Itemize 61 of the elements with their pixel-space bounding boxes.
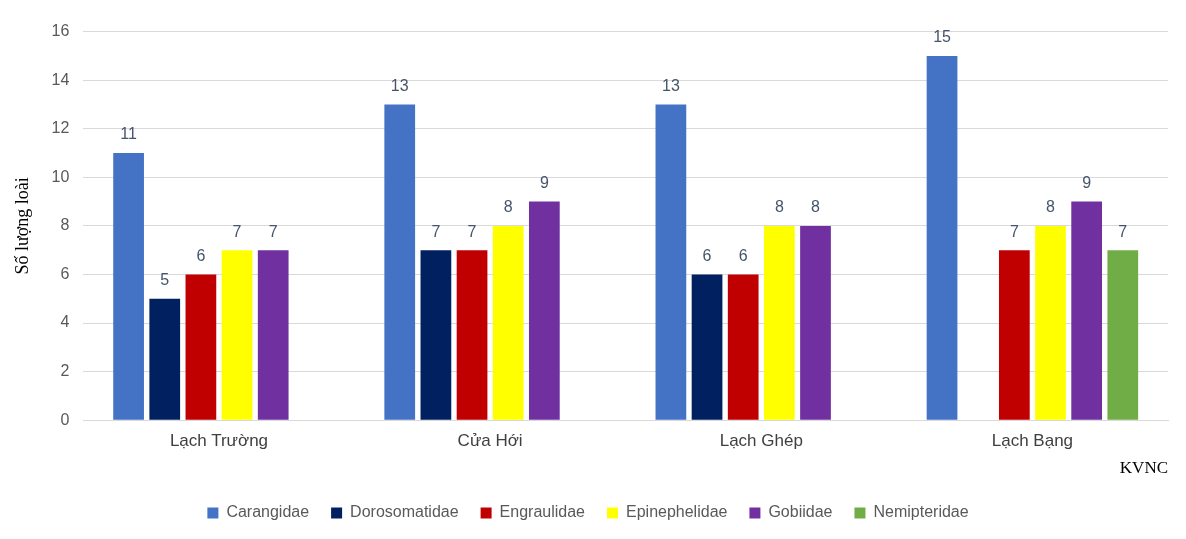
y-tick-label: 16 xyxy=(51,22,70,40)
data-label: 7 xyxy=(1118,222,1128,240)
bar xyxy=(998,250,1030,420)
x-axis-title: KVNC xyxy=(1119,458,1168,478)
x-tick-label: Lạch Ghép xyxy=(719,431,803,451)
data-label: 7 xyxy=(1009,222,1019,240)
data-label: 9 xyxy=(1082,174,1092,192)
data-label: 13 xyxy=(390,76,409,94)
bar xyxy=(257,250,289,420)
y-tick-label: 8 xyxy=(60,216,70,234)
y-tick-label: 10 xyxy=(51,167,70,185)
y-tick-label: 0 xyxy=(60,410,70,428)
bar xyxy=(1071,201,1103,420)
y-axis-title: Số lượng loài xyxy=(11,177,32,275)
bar xyxy=(800,225,831,420)
bar xyxy=(727,274,759,420)
bar xyxy=(113,153,144,420)
data-label: 9 xyxy=(539,174,549,192)
y-tick-label: 12 xyxy=(51,119,70,137)
data-label: 6 xyxy=(738,246,748,264)
legend-label: Engraulidae xyxy=(499,503,586,521)
bar xyxy=(456,250,488,420)
legend-label: Epinephelidae xyxy=(626,503,728,521)
data-label: 7 xyxy=(467,222,477,240)
bar xyxy=(528,201,560,420)
legend-label: Carangidae xyxy=(226,503,310,521)
x-tick-label: Cửa Hới xyxy=(457,431,523,451)
y-tick-label: 6 xyxy=(60,264,70,282)
data-label: 15 xyxy=(933,28,952,46)
data-label: 7 xyxy=(232,222,242,240)
bar xyxy=(185,274,217,420)
bar xyxy=(420,250,452,420)
bar xyxy=(149,298,181,420)
bar xyxy=(492,225,524,420)
x-tick-label: Lạch Trường xyxy=(169,431,269,451)
bar xyxy=(655,104,687,420)
data-label: 7 xyxy=(268,222,278,240)
bar xyxy=(1107,250,1139,420)
data-label: 8 xyxy=(1046,198,1056,216)
legend-label: Dorosomatidae xyxy=(350,503,459,521)
data-label: 7 xyxy=(431,222,441,240)
y-tick-label: 14 xyxy=(51,70,70,88)
data-label: 13 xyxy=(661,76,680,94)
bar xyxy=(384,104,416,420)
data-label: 6 xyxy=(702,246,712,264)
data-label: 8 xyxy=(811,198,821,216)
y-tick-label: 2 xyxy=(60,362,70,380)
data-label: 8 xyxy=(503,198,513,216)
bar xyxy=(691,274,723,420)
data-label: 8 xyxy=(774,198,784,216)
x-tick-label: Lạch Bạng xyxy=(991,431,1074,451)
y-tick-label: 4 xyxy=(60,313,70,331)
bar xyxy=(926,55,958,420)
data-label: 11 xyxy=(120,125,137,143)
legend-label: Gobiidae xyxy=(768,503,833,521)
bar xyxy=(221,250,253,420)
legend-label: Nemipteridae xyxy=(873,503,969,521)
data-label: 5 xyxy=(160,271,170,289)
bar xyxy=(763,225,795,420)
bar xyxy=(1035,225,1066,420)
data-label: 6 xyxy=(196,246,206,264)
